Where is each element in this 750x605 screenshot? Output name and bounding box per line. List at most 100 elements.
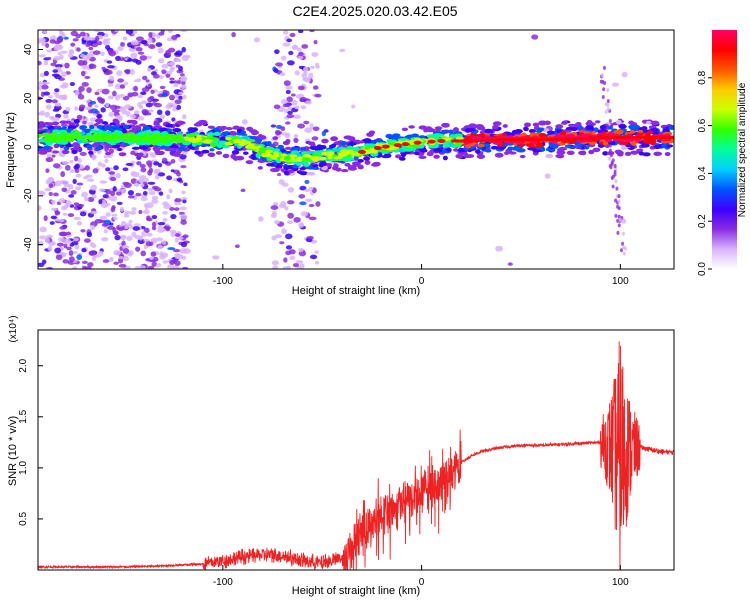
ridge-blob bbox=[474, 149, 481, 154]
noise-blob bbox=[116, 201, 123, 205]
noise-blob bbox=[39, 191, 46, 196]
noise-blob bbox=[109, 222, 114, 226]
ridge-blob bbox=[273, 151, 280, 157]
noise-blob bbox=[88, 109, 94, 114]
noise-blob bbox=[272, 202, 279, 206]
noise-blob bbox=[43, 215, 48, 222]
ridge-blob bbox=[395, 154, 402, 159]
ridge-core bbox=[549, 137, 554, 141]
ridge-blob bbox=[207, 152, 216, 158]
noise-blob bbox=[305, 198, 313, 202]
ridge-blob bbox=[269, 168, 279, 172]
noise-blob bbox=[134, 79, 139, 83]
noise-blob bbox=[69, 81, 76, 87]
noise-blob bbox=[44, 111, 50, 118]
noise-blob bbox=[145, 102, 153, 108]
noise-blob bbox=[127, 195, 135, 199]
noise-blob bbox=[120, 188, 126, 194]
noise-blob bbox=[38, 85, 43, 91]
ridge-blob bbox=[630, 150, 639, 155]
noise-blob bbox=[122, 255, 130, 262]
ridge-core bbox=[663, 135, 668, 139]
ridge-core bbox=[612, 135, 617, 139]
noise-blob bbox=[111, 213, 118, 217]
noise-blob bbox=[68, 194, 75, 198]
ridge-blob bbox=[363, 156, 371, 161]
ridge-core bbox=[502, 138, 507, 142]
ridge-blob bbox=[85, 144, 93, 149]
noise-blob bbox=[132, 172, 140, 178]
ridge-hotspot bbox=[413, 140, 422, 145]
noise-blob bbox=[308, 186, 314, 191]
noise-blob bbox=[80, 53, 86, 58]
ridge-blob bbox=[58, 129, 68, 134]
noise-blob bbox=[285, 245, 293, 250]
ridge-blob bbox=[292, 164, 299, 169]
noise-blob bbox=[90, 100, 97, 105]
ridge-blob bbox=[89, 135, 96, 139]
noise-blob bbox=[151, 98, 159, 102]
noise-blob bbox=[83, 238, 91, 243]
noise-blob bbox=[50, 62, 57, 67]
ridge-blob bbox=[244, 140, 252, 145]
noise-blob bbox=[298, 194, 306, 199]
ridge-blob bbox=[586, 121, 594, 126]
ridge-core bbox=[469, 139, 474, 143]
noise-blob bbox=[289, 255, 296, 261]
spike-blob bbox=[619, 248, 623, 253]
ridge-core bbox=[630, 135, 635, 139]
ridge-core bbox=[621, 135, 626, 139]
noise-blob bbox=[286, 38, 293, 43]
noise-blob bbox=[283, 80, 291, 87]
ridge-blob bbox=[110, 137, 119, 141]
noise-blob bbox=[114, 95, 120, 101]
noise-blob bbox=[39, 235, 47, 240]
noise-blob bbox=[55, 66, 62, 71]
noise-blob bbox=[181, 114, 187, 120]
noise-blob bbox=[621, 218, 627, 224]
noise-blob bbox=[159, 114, 166, 120]
noise-blob bbox=[297, 55, 304, 60]
noise-blob bbox=[54, 102, 62, 107]
noise-blob bbox=[287, 105, 292, 111]
snr-y-multiplier: (x10⁴) bbox=[8, 315, 19, 342]
noise-blob bbox=[53, 91, 59, 96]
ridge-blob bbox=[97, 118, 104, 124]
ridge-blob bbox=[246, 126, 254, 132]
ridge-blob bbox=[331, 143, 337, 148]
noise-blob bbox=[161, 93, 168, 98]
noise-blob bbox=[130, 40, 139, 46]
ridge-core bbox=[627, 135, 632, 139]
noise-blob bbox=[73, 216, 82, 221]
noise-blob bbox=[79, 211, 87, 217]
noise-blob bbox=[42, 81, 50, 85]
noise-blob bbox=[161, 69, 167, 75]
noise-blob bbox=[63, 243, 68, 249]
spike-blob bbox=[606, 88, 610, 93]
ridge-blob bbox=[183, 138, 193, 142]
noise-blob bbox=[109, 190, 116, 197]
ridge-blob bbox=[223, 131, 230, 135]
noise-blob bbox=[105, 212, 111, 217]
noise-blob bbox=[180, 214, 188, 220]
noise-blob bbox=[140, 183, 145, 188]
noise-blob bbox=[179, 206, 187, 211]
ridge-blob bbox=[592, 147, 601, 153]
noise-blob bbox=[272, 265, 279, 269]
ridge-blob bbox=[538, 120, 548, 126]
spike-blob bbox=[621, 241, 625, 246]
ridge-blob bbox=[648, 125, 657, 129]
noise-blob bbox=[38, 240, 44, 247]
noise-blob bbox=[151, 225, 157, 231]
noise-blob bbox=[101, 163, 106, 168]
ridge-blob bbox=[321, 151, 329, 156]
noise-blob bbox=[147, 37, 153, 44]
ridge-core bbox=[576, 137, 581, 141]
noise-blob bbox=[46, 153, 52, 158]
colorbar-tick-label: 0.4 bbox=[697, 166, 708, 180]
noise-blob bbox=[74, 90, 80, 96]
noise-blob bbox=[170, 213, 177, 220]
ridge-blob bbox=[107, 128, 116, 132]
ridge-blob bbox=[45, 140, 53, 146]
ridge-core bbox=[519, 138, 524, 142]
